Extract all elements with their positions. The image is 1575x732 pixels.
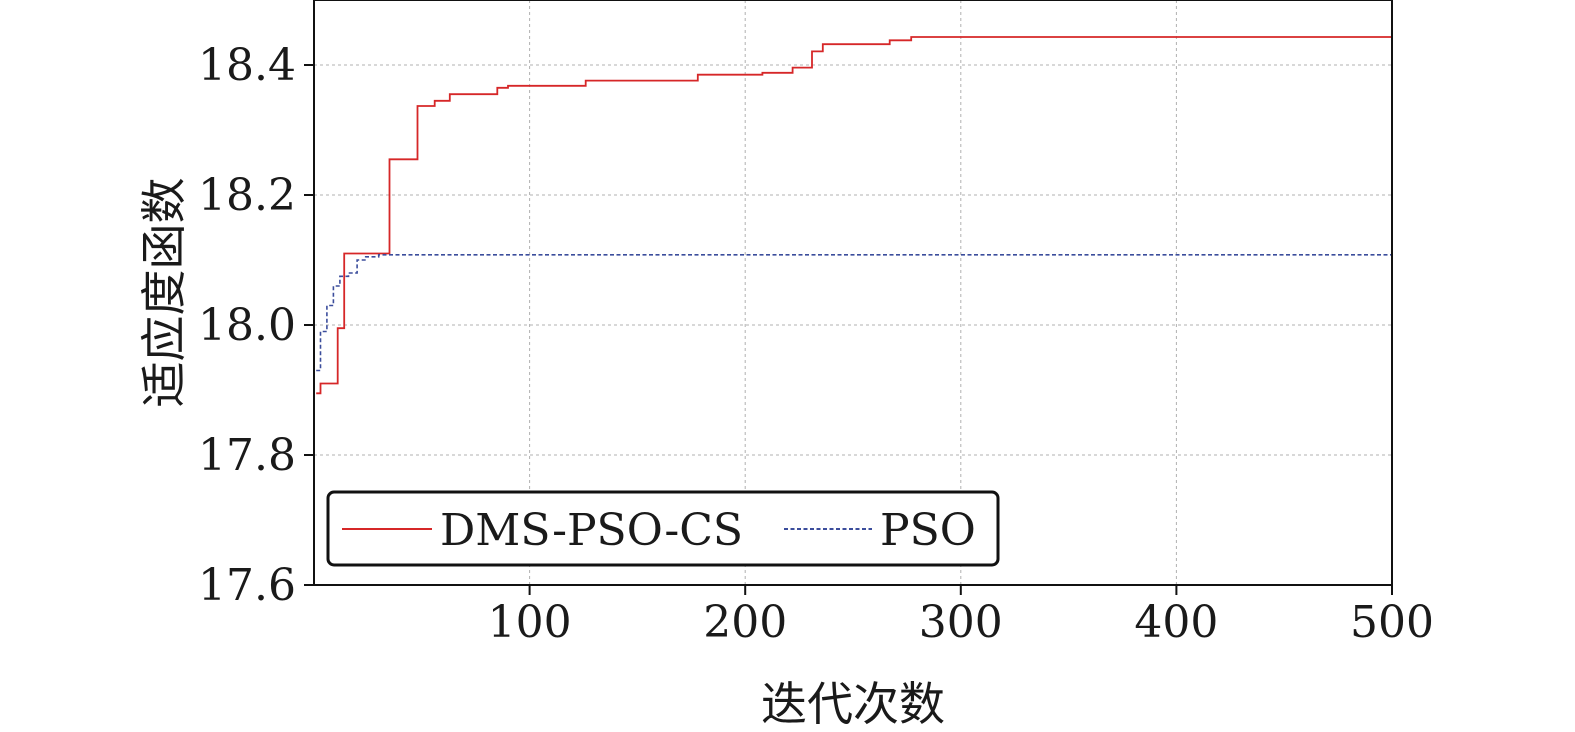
y-axis-label: 适应度函数 (137, 178, 191, 408)
y-tick-label: 18.4 (198, 40, 296, 91)
x-tick-label: 400 (1134, 597, 1218, 648)
legend-label-dms-pso-cs: DMS-PSO-CS (440, 505, 743, 556)
legend-label-pso: PSO (880, 505, 976, 556)
x-axis-label: 迭代次数 (761, 677, 945, 731)
legend-box (326, 490, 1000, 567)
plot-frame (313, 0, 1393, 586)
series-line-1 (316, 254, 1392, 372)
x-tick-label: 200 (703, 597, 787, 648)
y-tick-label: 18.0 (198, 300, 296, 351)
grid (314, 0, 1392, 585)
legend: DMS-PSO-CS PSO (326, 490, 1000, 567)
x-tick-label: 300 (919, 597, 1003, 648)
y-tick-label: 18.2 (198, 170, 296, 221)
x-tick-label: 100 (488, 597, 572, 648)
y-tick-label: 17.6 (198, 560, 296, 611)
x-tick-label: 500 (1350, 597, 1434, 648)
series-layer (316, 36, 1392, 395)
series-line-0 (316, 36, 1392, 395)
y-axis-ticks: 17.6 17.8 18.0 18.2 18.4 (198, 40, 314, 611)
y-tick-label: 17.8 (198, 430, 296, 481)
x-axis-ticks: 100 200 300 400 500 (488, 585, 1434, 648)
